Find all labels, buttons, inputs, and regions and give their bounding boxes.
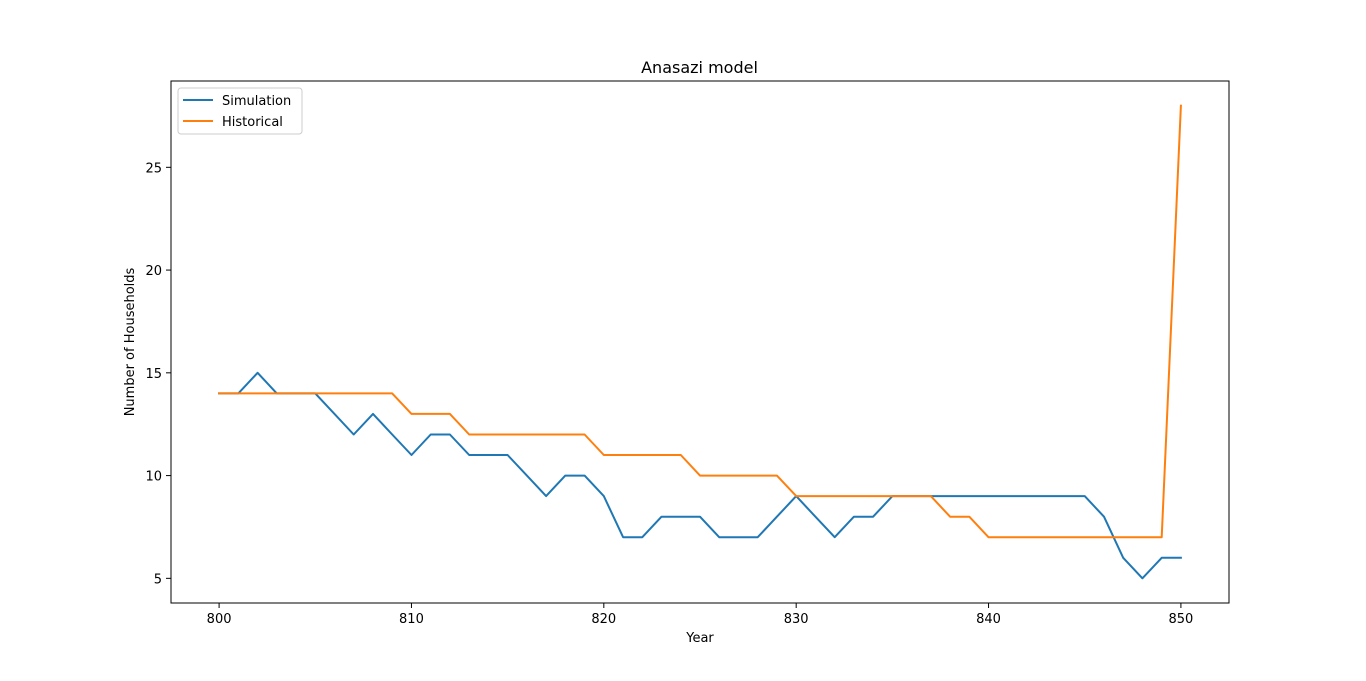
y-tick-label: 5	[154, 572, 162, 587]
x-tick-label: 810	[399, 612, 424, 627]
y-tick-label: 25	[145, 161, 162, 176]
x-tick-label: 800	[207, 612, 232, 627]
series-line-simulation	[218, 371, 1182, 580]
y-axis-label: Number of Households	[123, 267, 138, 416]
x-tick-label: 820	[591, 612, 616, 627]
x-axis-label: Year	[685, 631, 714, 646]
legend-label-simulation: Simulation	[222, 94, 291, 109]
plot-frame	[170, 80, 1230, 604]
y-axis: 5 10 15 20 25	[145, 161, 171, 587]
x-tick-label: 850	[1168, 612, 1193, 627]
x-tick-label: 830	[784, 612, 809, 627]
legend: Simulation Historical	[177, 87, 303, 135]
series-group	[218, 104, 1182, 580]
x-axis: 800 810 820 830 840 850	[207, 603, 1193, 627]
chart-title: Anasazi model	[641, 58, 758, 77]
series-line-historical	[218, 104, 1182, 539]
y-tick-label: 15	[145, 367, 162, 382]
x-tick-label: 840	[976, 612, 1001, 627]
y-tick-label: 10	[145, 470, 162, 485]
legend-label-historical: Historical	[222, 115, 283, 130]
y-tick-label: 20	[145, 264, 162, 279]
